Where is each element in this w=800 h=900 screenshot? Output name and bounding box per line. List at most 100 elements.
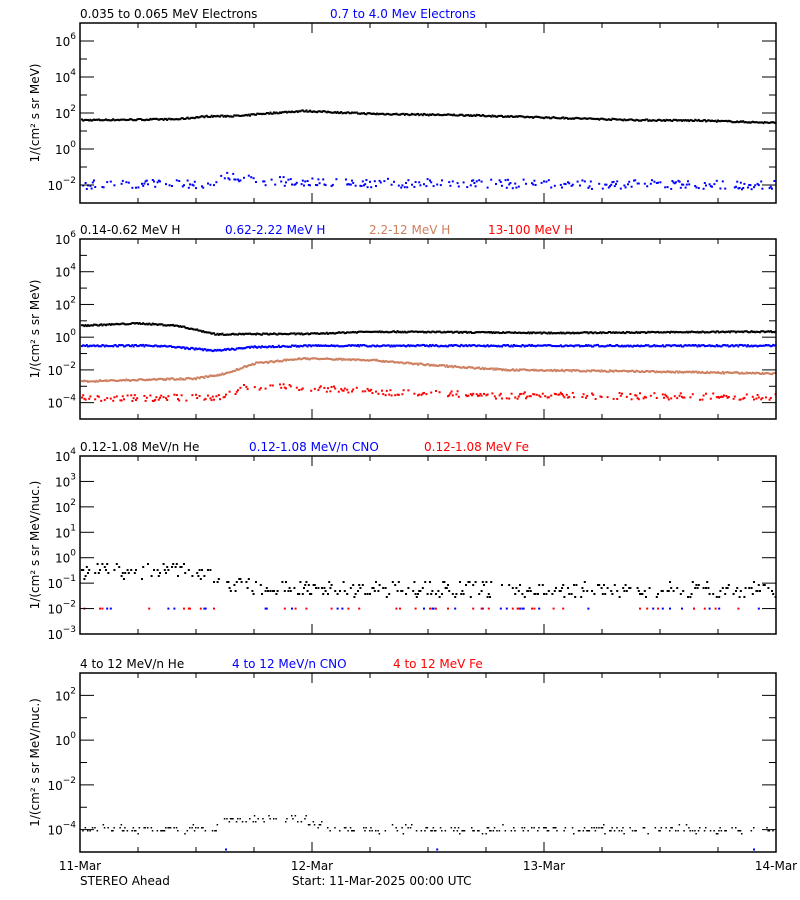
start-time-label: Start: 11-Mar-2025 00:00 UTC <box>292 874 472 888</box>
y-tick-label: 104 <box>55 68 76 85</box>
data-point <box>244 365 247 368</box>
data-point <box>150 323 153 326</box>
y-axis-label: 1/(cm² s sr MeV/nuc.) <box>28 481 42 610</box>
data-point <box>739 344 742 346</box>
data-point <box>342 389 345 392</box>
data-point <box>696 345 699 348</box>
data-point <box>151 117 154 120</box>
data-point <box>321 587 323 589</box>
data-point <box>99 323 101 326</box>
data-point <box>757 372 760 374</box>
data-point <box>283 184 286 187</box>
data-point <box>537 344 539 347</box>
data-point <box>641 370 644 373</box>
data-point <box>401 344 404 347</box>
data-point <box>257 345 260 348</box>
data-point <box>454 114 457 117</box>
data-point <box>677 830 679 832</box>
data-point <box>381 389 383 392</box>
data-point <box>148 344 151 347</box>
data-point <box>125 181 128 184</box>
data-point <box>636 397 639 400</box>
data-point <box>564 332 567 335</box>
data-point <box>561 587 563 589</box>
data-point <box>580 117 583 120</box>
data-point <box>412 113 415 116</box>
data-point <box>504 115 507 118</box>
data-point <box>597 117 599 120</box>
data-point <box>537 830 539 832</box>
data-point <box>557 117 560 120</box>
data-point <box>601 593 604 595</box>
data-point <box>481 330 484 333</box>
data-point <box>514 331 517 334</box>
data-point <box>579 184 581 187</box>
data-point <box>750 830 753 832</box>
data-point <box>330 185 333 187</box>
data-point <box>127 344 130 347</box>
data-point <box>695 833 697 835</box>
data-point <box>726 120 729 123</box>
data-point <box>702 119 705 122</box>
data-point <box>700 331 703 334</box>
data-point <box>305 109 308 112</box>
data-point <box>118 323 121 326</box>
data-point <box>481 114 484 116</box>
data-point <box>736 587 739 589</box>
data-point <box>557 369 560 372</box>
data-point <box>585 331 587 334</box>
data-point <box>161 345 164 348</box>
data-point <box>96 563 99 565</box>
data-point <box>197 376 200 379</box>
data-point <box>610 119 613 121</box>
data-point <box>561 368 563 371</box>
legend-entry: 0.7 to 4.0 Mev Electrons <box>330 7 476 21</box>
data-point <box>664 186 667 189</box>
data-point <box>112 323 115 326</box>
data-point <box>432 113 435 116</box>
data-point <box>685 119 688 122</box>
data-point <box>451 345 454 347</box>
data-point <box>299 333 302 336</box>
data-point <box>511 331 514 334</box>
data-point <box>490 344 493 347</box>
data-point <box>521 607 524 610</box>
data-point <box>387 112 389 115</box>
data-point <box>396 330 399 333</box>
data-point <box>562 607 565 610</box>
data-point <box>445 364 448 367</box>
data-point <box>591 331 593 334</box>
data-point <box>329 111 332 114</box>
data-point <box>274 112 277 115</box>
data-point <box>675 181 677 184</box>
data-point <box>732 345 735 348</box>
data-point <box>711 330 713 333</box>
data-point <box>319 824 322 826</box>
data-point <box>478 394 481 397</box>
data-point <box>305 581 308 583</box>
data-point <box>364 359 367 362</box>
data-point <box>682 371 685 374</box>
data-point <box>517 185 520 188</box>
data-point <box>217 115 220 118</box>
data-point <box>480 590 483 592</box>
data-point <box>331 111 334 114</box>
data-point <box>197 575 200 577</box>
data-point <box>300 358 303 361</box>
data-point <box>355 358 358 361</box>
data-point <box>268 345 271 348</box>
data-point <box>601 187 604 190</box>
data-point <box>708 607 711 610</box>
data-point <box>447 366 449 368</box>
data-point <box>469 114 472 117</box>
series-2-2 <box>81 343 777 353</box>
data-point <box>333 111 335 114</box>
data-point <box>273 346 275 349</box>
data-point <box>264 590 267 592</box>
data-point <box>97 345 100 348</box>
data-point <box>520 115 523 118</box>
data-point <box>187 117 190 120</box>
data-point <box>423 607 425 610</box>
data-point <box>521 344 524 346</box>
data-point <box>568 182 571 185</box>
